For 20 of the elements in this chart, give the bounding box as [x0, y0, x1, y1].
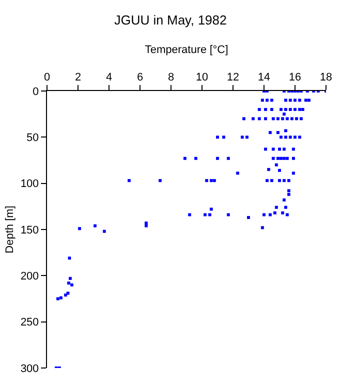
chart-title: JGUU in May, 1982 [114, 12, 227, 28]
x-tick-label: 6 [136, 72, 144, 84]
x-tick-label: 0 [44, 72, 50, 84]
x-axis-title: Temperature [°C] [144, 44, 228, 56]
y-tick-label: 250 [20, 316, 39, 329]
x-tick-label: 4 [106, 72, 112, 84]
x-tick-label: 14 [258, 72, 270, 84]
y-tick-label: 50 [26, 132, 39, 144]
x-tick-label: 12 [226, 72, 240, 84]
x-tick-label: 2 [74, 72, 82, 84]
y-tick-label: 100 [20, 178, 39, 190]
y-axis-title: Depth [m] [4, 206, 16, 254]
x-tick-label: 10 [196, 72, 208, 84]
y-tick-label: 0 [32, 86, 39, 98]
y-tick-label: 150 [20, 224, 39, 236]
x-tick-label: 16 [288, 72, 302, 84]
x-tick-label: 18 [320, 72, 332, 84]
y-tick-label: 300 [20, 362, 39, 375]
y-tick-label: 200 [20, 270, 39, 283]
x-tick-label: 8 [168, 72, 174, 84]
